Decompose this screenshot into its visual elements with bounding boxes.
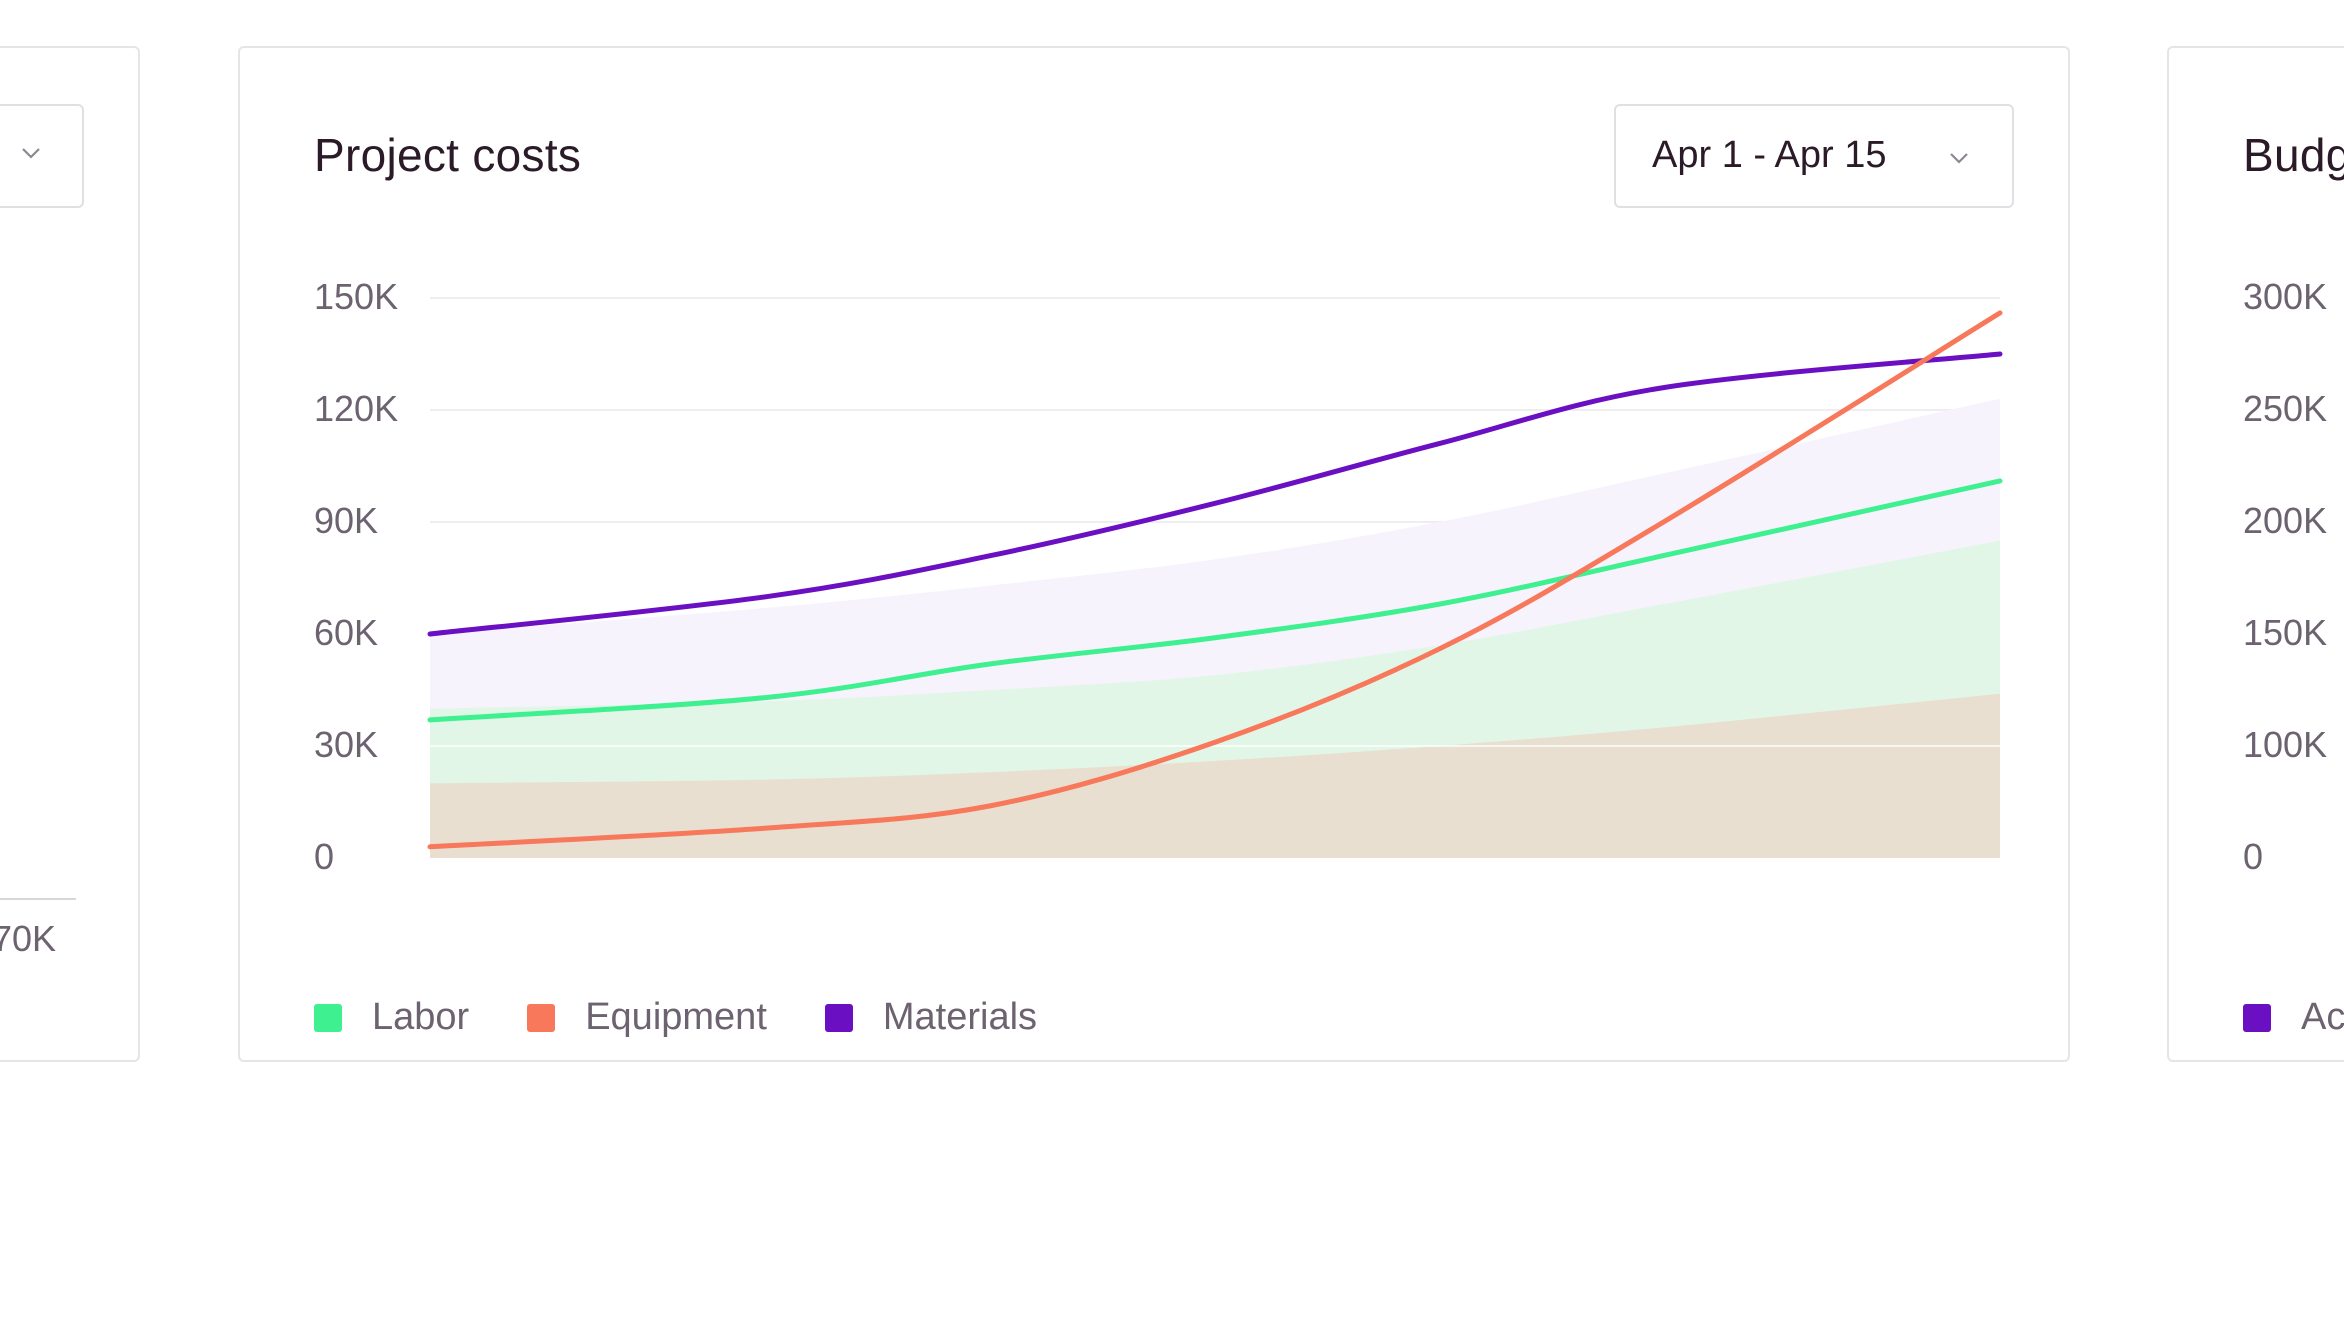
left-axis-line (0, 898, 76, 900)
project-costs-card: Project costs Apr 1 - Apr 15 150K 120K 90K… (238, 46, 2070, 1062)
left-x-tick-label: 70K (0, 918, 57, 959)
budget-y-tick-label: 0 (2243, 836, 2264, 877)
project-costs-chart (427, 297, 2003, 858)
y-tick-label: 90K (314, 500, 379, 541)
chevron-down-icon (22, 148, 40, 159)
area-equipment (430, 693, 2000, 858)
budget-y-tick-label: 250K (2243, 388, 2328, 429)
y-tick-label: 0 (314, 836, 335, 877)
budget-y-tick-label: 100K (2243, 724, 2328, 765)
legend-swatch-equipment (527, 1003, 556, 1032)
left-range-select[interactable] (0, 104, 84, 208)
legend-swatch-materials (824, 1003, 853, 1032)
chart-legend: Labor Equipment Materials (314, 996, 1095, 1039)
legend-label: Materials (882, 996, 1038, 1038)
legend-label: Ac (2301, 996, 2344, 1038)
left-chart-card: 70K (0, 46, 140, 1062)
budget-chart-card: Budg 300K 250K 200K 150K 100K 0 Ac (2167, 46, 2344, 1062)
legend-swatch-labor (314, 1003, 342, 1032)
budget-y-tick-label: 150K (2243, 612, 2328, 653)
card-title: Project costs (314, 129, 582, 181)
legend-label: Labor (372, 996, 470, 1038)
y-tick-label: 150K (314, 276, 399, 317)
date-range-select[interactable]: Apr 1 - Apr 15 (1614, 104, 2014, 208)
budget-y-tick-label: 300K (2243, 276, 2328, 317)
series-line-equipment (427, 310, 2003, 850)
series-line-materials (427, 351, 2003, 637)
y-tick-label: 60K (314, 612, 379, 653)
budget-legend-item[interactable]: Ac (2243, 996, 2344, 1039)
legend-item-labor[interactable]: Labor (314, 996, 469, 1039)
chevron-down-icon (1950, 153, 1968, 164)
date-range-label: Apr 1 - Apr 15 (1652, 134, 1887, 176)
budget-y-tick-label: 200K (2243, 500, 2328, 541)
budget-legend: Ac (2243, 996, 2344, 1039)
y-tick-label: 30K (314, 724, 379, 765)
legend-item-materials[interactable]: Materials (824, 996, 1038, 1039)
y-tick-label: 120K (314, 388, 399, 429)
legend-item-equipment[interactable]: Equipment (527, 996, 767, 1039)
series-line-labor (427, 478, 2003, 723)
budget-card-title: Budg (2243, 129, 2344, 181)
legend-swatch-actual (2243, 1003, 2271, 1032)
legend-label: Equipment (585, 996, 767, 1038)
